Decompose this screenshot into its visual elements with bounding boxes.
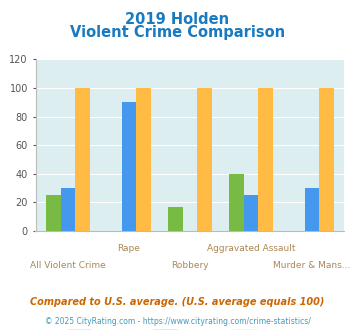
Text: Murder & Mans...: Murder & Mans...	[273, 261, 350, 270]
Bar	[258, 88, 273, 231]
Legend: Holden, Maine, National: Holden, Maine, National	[62, 326, 317, 330]
Bar	[61, 188, 75, 231]
Text: Compared to U.S. average. (U.S. average equals 100): Compared to U.S. average. (U.S. average …	[30, 297, 325, 307]
Bar	[197, 88, 212, 231]
Bar	[46, 195, 61, 231]
Bar	[168, 207, 182, 231]
Bar	[122, 102, 136, 231]
Bar	[244, 195, 258, 231]
Text: Aggravated Assault: Aggravated Assault	[207, 244, 295, 253]
Text: Violent Crime Comparison: Violent Crime Comparison	[70, 25, 285, 40]
Bar	[136, 88, 151, 231]
Text: © 2025 CityRating.com - https://www.cityrating.com/crime-statistics/: © 2025 CityRating.com - https://www.city…	[45, 317, 310, 326]
Bar	[229, 174, 244, 231]
Text: All Violent Crime: All Violent Crime	[30, 261, 106, 270]
Bar	[75, 88, 90, 231]
Text: Robbery: Robbery	[171, 261, 209, 270]
Bar	[305, 188, 319, 231]
Text: Rape: Rape	[118, 244, 141, 253]
Bar	[319, 88, 334, 231]
Text: 2019 Holden: 2019 Holden	[125, 12, 230, 26]
